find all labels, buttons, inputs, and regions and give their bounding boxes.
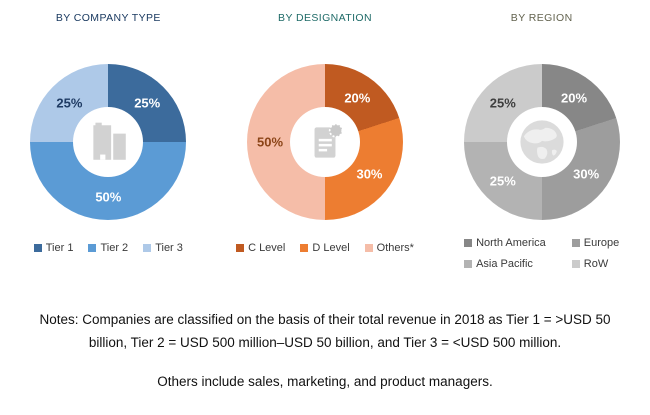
slice-label-c-level: 20% xyxy=(344,90,371,105)
chart-title: BY REGION xyxy=(510,12,573,24)
legend-label: C Level xyxy=(248,242,286,254)
document-icon xyxy=(314,123,344,158)
legend-item-europe: Europe xyxy=(571,237,620,249)
legend-swatch xyxy=(571,239,580,247)
donut-chart: 20% 30% 25% 25% xyxy=(463,64,620,220)
chart-title: BY DESIGNATION xyxy=(278,12,372,24)
legend-swatch xyxy=(464,239,473,247)
legend-swatch xyxy=(88,244,97,252)
notes-others: Others include sales, marketing, and pro… xyxy=(157,374,493,389)
chart-column-1: BY COMPANY TYPE 25% 50% 25% Tier 1 Tier 2 Tie… xyxy=(0,0,217,300)
legend: Tier 1 Tier 2 Tier 3 xyxy=(33,242,183,254)
donut-hole xyxy=(290,107,360,177)
legend-label: Tier 3 xyxy=(155,242,183,254)
legend-item-tier-3: Tier 3 xyxy=(143,242,183,254)
legend-item-tier-2: Tier 2 xyxy=(88,242,128,254)
notes-tiers: Notes: Companies are classified on the b… xyxy=(39,312,611,350)
charts-row: BY COMPANY TYPE 25% 50% 25% Tier 1 Tier 2 Tie… xyxy=(0,0,650,300)
legend-swatch xyxy=(464,260,473,268)
slice-label-tier-1: 25% xyxy=(134,95,161,111)
slice-label-europe: 30% xyxy=(573,166,600,182)
slice-label-tier-2: 50% xyxy=(95,189,122,205)
legend-label: Others* xyxy=(376,242,414,254)
legend-swatch xyxy=(571,260,580,268)
legend-item-d-level: D Level xyxy=(300,242,350,254)
legend: C Level D Level Others* xyxy=(236,242,414,254)
legend-item-c-level: C Level xyxy=(236,242,285,254)
globe-icon xyxy=(520,120,564,164)
donut-chart: 25% 50% 25% xyxy=(30,64,187,220)
legend-swatch xyxy=(364,244,373,252)
legend-swatch xyxy=(300,244,309,252)
legend-label: Tier 1 xyxy=(45,242,74,254)
slice-label-north-america: 20% xyxy=(560,90,588,105)
legend-label: Europe xyxy=(583,237,620,249)
slice-label-asia-pacific: 25% xyxy=(489,173,516,189)
legend-label: D Level xyxy=(312,242,350,254)
legend-label: Asia Pacific xyxy=(476,258,533,270)
legend-label: Tier 2 xyxy=(100,242,129,254)
slice-label-others-: 50% xyxy=(256,134,284,150)
legend-label: RoW xyxy=(583,258,609,270)
building-icon xyxy=(93,122,127,160)
legend-label: North America xyxy=(476,237,546,249)
notes: Notes: Companies are classified on the b… xyxy=(0,308,650,393)
chart-column-3: BY REGION 20% 30% 25% 25% North America Europ… xyxy=(433,0,650,300)
chart-title: BY COMPANY TYPE xyxy=(55,12,161,24)
legend: North America Europe Asia Pacific RoW xyxy=(464,237,619,270)
donut-hole xyxy=(73,107,144,177)
legend-item-north-america: North America xyxy=(464,237,546,249)
slice-label-d-level: 30% xyxy=(356,166,383,182)
chart-column-2: BY DESIGNATION 20% 30% 50% C Level D Level Ot… xyxy=(217,0,434,300)
legend-swatch xyxy=(33,244,42,252)
slice-label-row: 25% xyxy=(489,95,516,111)
legend-item-others-: Others* xyxy=(364,242,414,254)
donut-hole xyxy=(506,107,577,177)
legend-item-row: RoW xyxy=(571,258,619,270)
legend-swatch xyxy=(236,244,245,252)
legend-item-tier-1: Tier 1 xyxy=(33,242,74,254)
slice-label-tier-3: 25% xyxy=(56,95,83,111)
donut-chart: 20% 30% 50% xyxy=(247,64,403,220)
legend-swatch xyxy=(143,244,152,252)
legend-item-asia-pacific: Asia Pacific xyxy=(464,258,546,270)
